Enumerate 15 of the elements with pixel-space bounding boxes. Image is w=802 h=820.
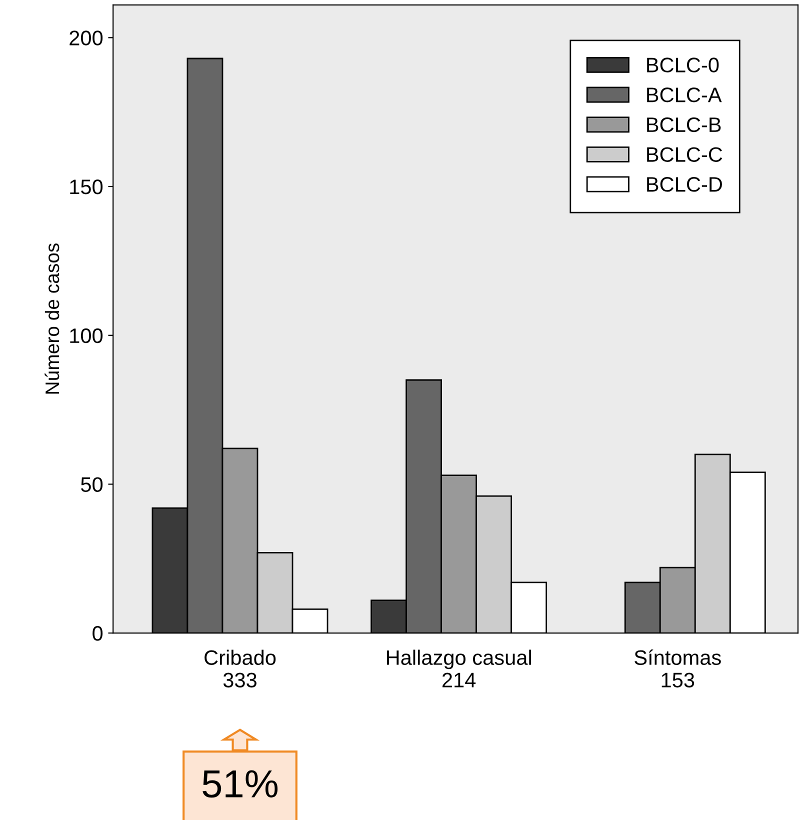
- legend-label: BCLC-C: [647, 147, 722, 162]
- y-tick-label: 0: [92, 626, 103, 641]
- legend-label: BCLC-A: [647, 88, 722, 102]
- text: 51%: [202, 770, 278, 798]
- legend-label: BCLC-D: [647, 177, 722, 192]
- y-tick-label: 150: [70, 180, 103, 194]
- legend-label: BCLC-B: [647, 117, 721, 132]
- x-tick-label: Cribado 333: [204, 650, 276, 688]
- y-axis-title: Número de casos: [44, 243, 60, 394]
- y-tick-label: 200: [70, 30, 103, 46]
- legend-label: BCLC-0: [647, 58, 719, 72]
- y-tick-label: 50: [81, 477, 103, 492]
- x-tick-label: Síntomas 153: [634, 649, 721, 688]
- y-tick-label: 100: [70, 328, 103, 344]
- x-tick-label: Hallazgo casual 214: [386, 650, 531, 688]
